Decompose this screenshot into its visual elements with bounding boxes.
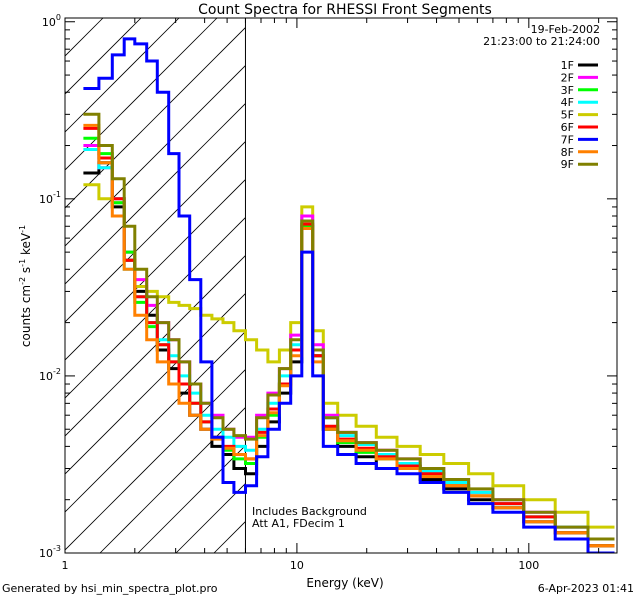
- legend-label: 1F: [561, 59, 574, 72]
- legend-label: 4F: [561, 96, 574, 109]
- x-tick-label: 10: [290, 559, 304, 572]
- hatch-line: [65, 178, 246, 361]
- chart-title: Count Spectra for RHESSI Front Segments: [198, 2, 492, 18]
- hatch-line: [99, 406, 246, 553]
- hatch-line: [65, 26, 246, 209]
- plot-frame: [64, 17, 618, 554]
- series-2F: [83, 144, 615, 541]
- x-axis-label: Energy (keV): [306, 576, 383, 590]
- hatch-lines: [65, 18, 246, 553]
- hatch-line: [65, 18, 180, 133]
- timestamp-footer: 6-Apr-2023 01:41: [537, 582, 634, 595]
- series-7F: [83, 37, 615, 553]
- series-6F: [83, 126, 615, 548]
- series-5F: [83, 183, 615, 529]
- hatch-line: [65, 140, 246, 323]
- series-1F: [83, 161, 615, 548]
- background-hatch-region: [65, 18, 246, 553]
- series-9F: [83, 112, 615, 541]
- hatch-line: [65, 18, 218, 171]
- legend-label: 6F: [561, 121, 574, 134]
- x-tick-label: 1: [62, 559, 69, 572]
- hatch-line: [137, 444, 246, 553]
- series-8F: [83, 123, 615, 548]
- y-tick-label: 10-1: [39, 190, 61, 206]
- x-tick-label: 100: [518, 559, 539, 572]
- hatch-line: [65, 330, 246, 513]
- generated-by-footer: Generated by hsi_min_spectra_plot.pro: [2, 582, 218, 595]
- legend-label: 5F: [561, 109, 574, 122]
- legend-label: 2F: [561, 71, 574, 84]
- y-tick-label: 10-2: [39, 367, 61, 383]
- annotation-attenuator: Att A1, FDecim 1: [252, 517, 345, 530]
- hatch-line: [65, 18, 104, 57]
- x-axis: 1 10 100: [62, 18, 600, 572]
- date-label: 19-Feb-2002: [531, 23, 600, 36]
- hatch-line: [65, 368, 246, 551]
- hatch-line: [65, 64, 246, 247]
- series-layer: [83, 37, 615, 553]
- hatch-line: [65, 254, 246, 437]
- legend-label: 9F: [561, 158, 574, 171]
- y-tick-label: 100: [42, 13, 61, 29]
- time-range-label: 21:23:00 to 21:24:00: [483, 35, 600, 48]
- legend-label: 8F: [561, 146, 574, 159]
- series-3F: [83, 136, 615, 548]
- legend-label: 3F: [561, 84, 574, 97]
- y-axis-label: counts cm-2 s-1 keV-1: [18, 225, 33, 347]
- hatch-line: [65, 102, 246, 285]
- hatch-line: [65, 292, 246, 475]
- hatch-line: [65, 216, 246, 399]
- annotation-background: Includes Background: [252, 505, 367, 518]
- legend-label: 7F: [561, 133, 574, 146]
- y-axis: 100 10-1 10-2 10-3: [39, 13, 617, 560]
- y-tick-label: 10-3: [39, 544, 61, 560]
